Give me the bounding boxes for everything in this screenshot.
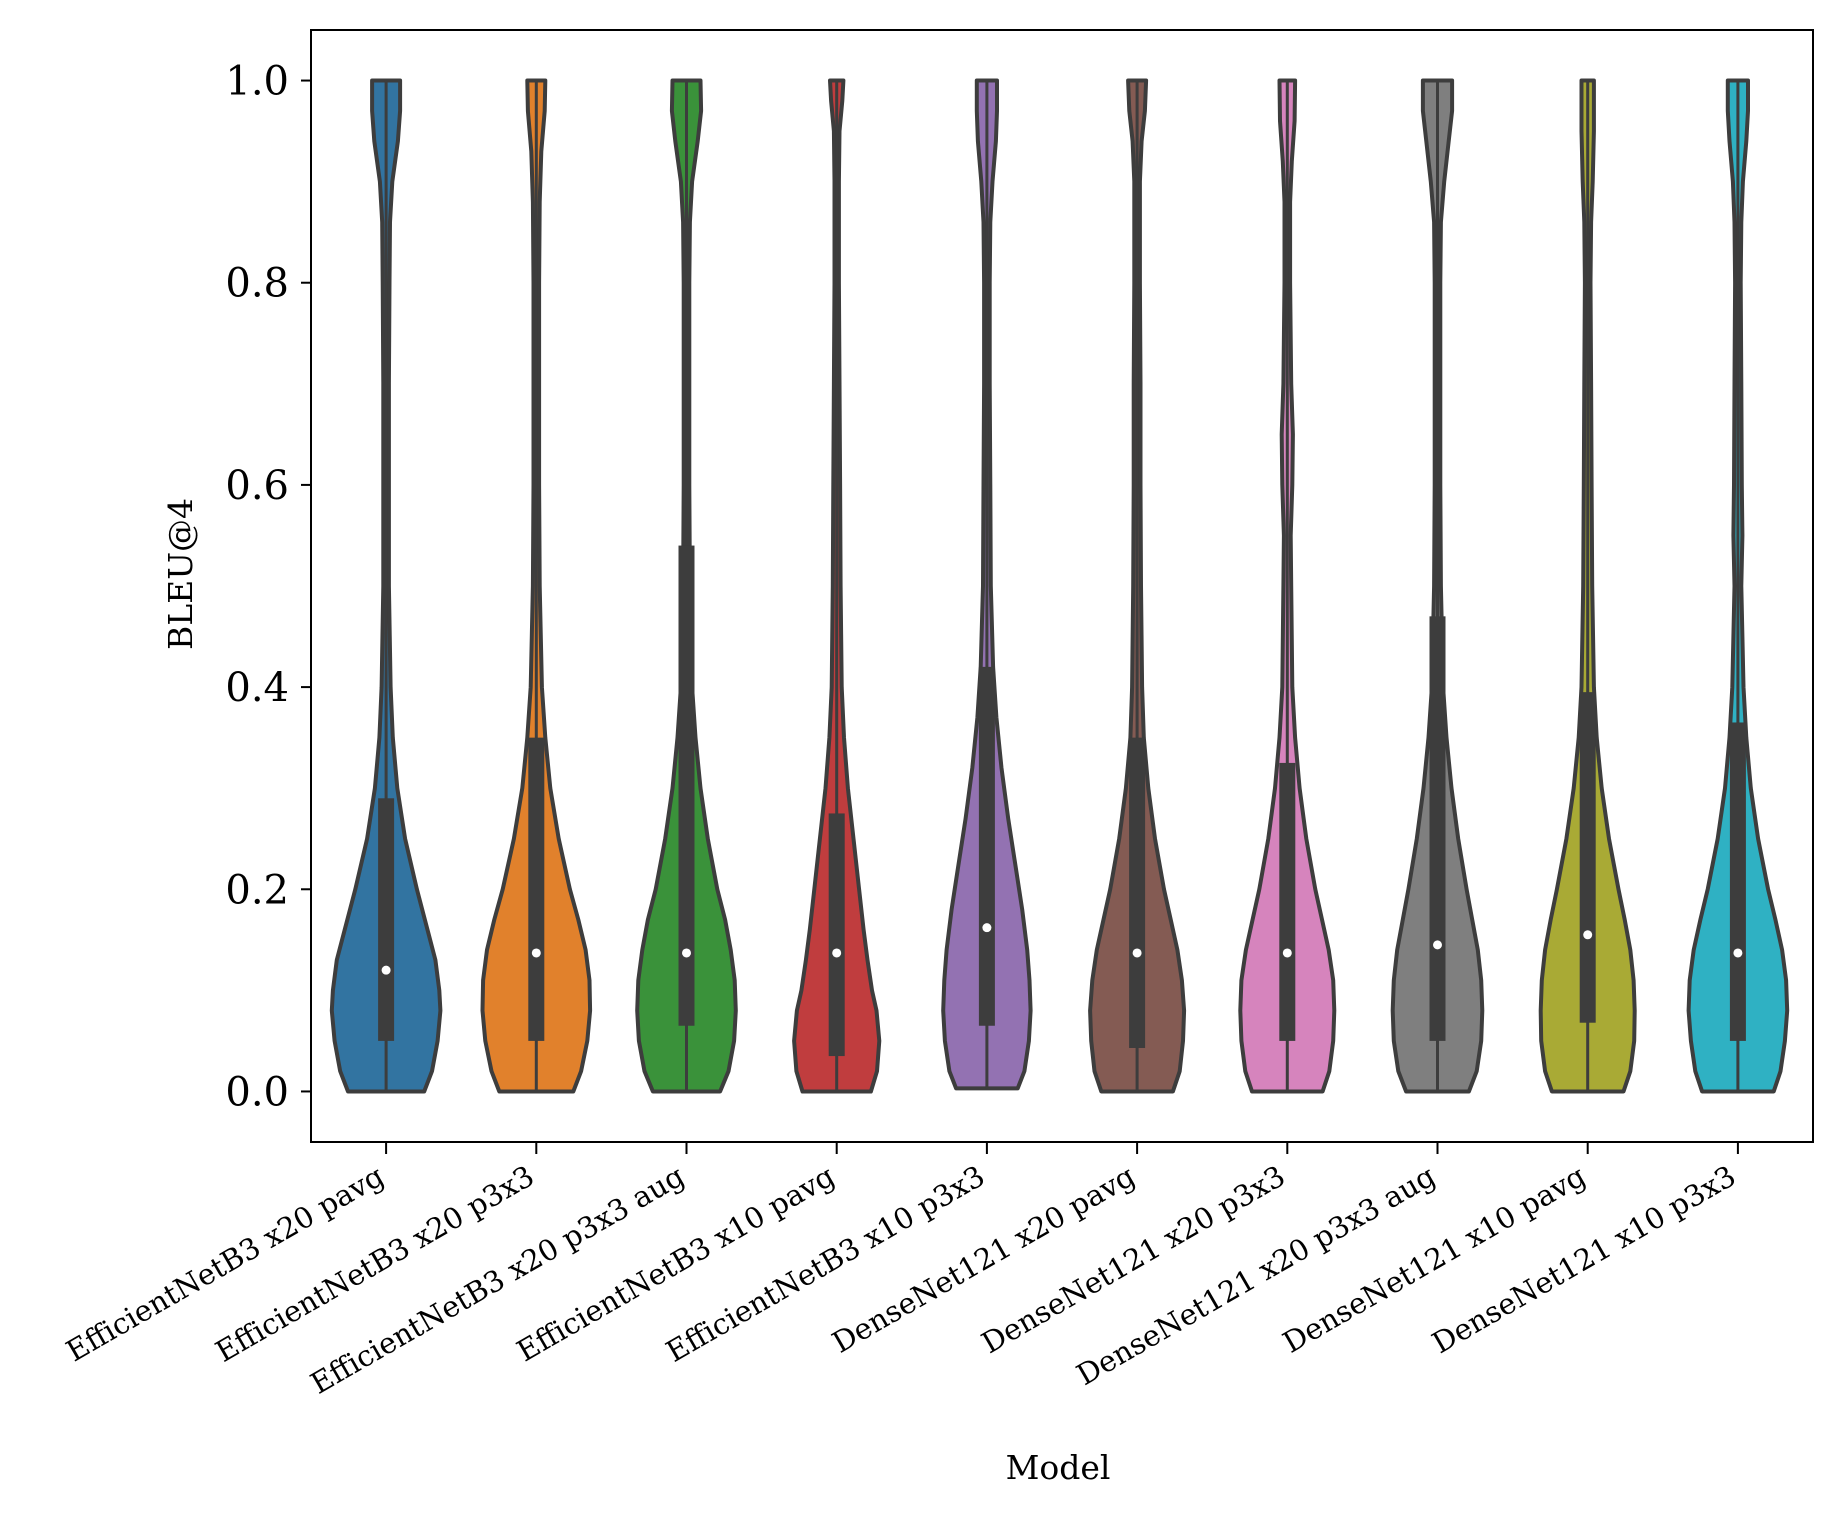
violin-group [1088,78,1187,1094]
violin-median-point [1282,948,1292,958]
violin-median-point [531,948,541,958]
violin-group [1390,78,1485,1094]
violin-group [941,78,1033,1091]
violin-group [1238,78,1337,1094]
violin-iqr-box [828,813,845,1057]
violin-iqr-box [1579,692,1596,1023]
violin-median-point [381,965,391,975]
y-tick-label: 0.8 [225,261,289,307]
y-axis: 0.0 0.2 0.4 0.6 0.8 1.0 [225,59,311,1115]
violin-median-point [982,923,992,933]
y-tick-label: 0.4 [225,665,289,711]
violin-iqr-box [1129,737,1146,1048]
violin-group [480,78,593,1094]
violin-iqr-box [1729,722,1746,1041]
violin-iqr-box [978,666,995,1026]
violin-median-point [1132,948,1142,958]
violin-median-point [682,948,691,958]
violin-iqr-box [1279,762,1296,1041]
x-axis-label: Model [1006,1448,1111,1487]
violin-iqr-box [1429,616,1446,1041]
violin-iqr-box [678,545,695,1026]
violin-iqr-box [378,798,395,1041]
y-tick-label: 0.6 [225,463,289,509]
y-tick-label: 1.0 [225,59,289,105]
violin-group [792,78,882,1094]
violin-iqr-box [528,737,545,1041]
y-tick-label: 0.0 [225,1069,289,1115]
violin-group [329,78,443,1094]
violin-group [1686,78,1790,1094]
y-axis-label: BLEU@4 [161,498,200,650]
violins-layer [329,78,1790,1094]
violin-group [1538,78,1637,1094]
violin-median-point [1583,930,1593,940]
plot-frame [310,29,1814,1143]
y-tick-label: 0.2 [225,867,289,913]
violin-median-point [1433,940,1442,950]
violin-group [635,78,738,1094]
violin-median-point [1733,948,1743,958]
violin-median-point [832,948,842,958]
